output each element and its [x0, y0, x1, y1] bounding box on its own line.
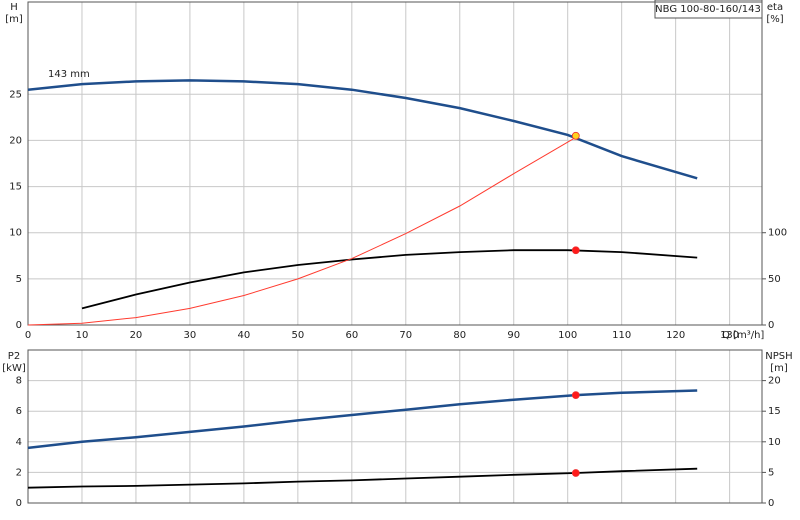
chart-title: NBG 100-80-160/143	[655, 4, 761, 15]
x-tick-label: 40	[238, 330, 251, 341]
y-tick-label: 8	[16, 376, 22, 387]
y2-tick-label: 20	[768, 376, 781, 387]
duty-point	[571, 469, 580, 477]
plot-frame	[27, 349, 763, 504]
x-tick-label: 0	[25, 330, 31, 341]
x-tick-label: 10	[76, 330, 89, 341]
y-tick-label: 25	[9, 89, 22, 100]
y-tick-label: 2	[16, 467, 22, 478]
x-tick-label: 20	[130, 330, 143, 341]
curve	[27, 135, 579, 326]
x-tick-label: 70	[399, 330, 412, 341]
y2-unit: [m]	[770, 363, 788, 374]
x-tick-label: 80	[453, 330, 466, 341]
x-tick-label: 120	[666, 330, 685, 341]
x-tick-label: 130	[720, 330, 739, 341]
y-tick-label: 20	[9, 135, 22, 146]
y-label: H	[10, 2, 18, 13]
x-tick-label: 30	[184, 330, 197, 341]
x-tick-label: 90	[507, 330, 520, 341]
y-tick-label: 0	[16, 320, 22, 331]
y-tick-label: 4	[16, 437, 22, 448]
y-tick-label: 0	[16, 498, 22, 509]
y2-tick-label: 10	[768, 437, 781, 448]
x-tick-label: 50	[291, 330, 304, 341]
duty-point	[571, 391, 580, 400]
y-unit: [m]	[5, 14, 23, 25]
y2-tick-label: 15	[768, 406, 781, 417]
x-tick-label: 100	[558, 330, 577, 341]
x-label: Q [m³/h]	[722, 330, 764, 341]
plot-frame	[27, 1, 763, 326]
y2-unit: [%]	[766, 14, 783, 25]
y2-tick-label: 5	[768, 467, 774, 478]
duty-point	[571, 131, 580, 140]
grid	[27, 2, 762, 504]
y2-label: eta	[767, 2, 783, 13]
y-unit: [kW]	[2, 363, 26, 374]
y-tick-label: 10	[9, 228, 22, 239]
y2-label: NPSH	[765, 351, 792, 362]
curve	[27, 467, 698, 489]
y-tick-label: 6	[16, 406, 22, 417]
duty-point	[571, 246, 580, 255]
y2-tick-label: 100	[768, 228, 787, 239]
annotation: 143 mm	[48, 69, 90, 80]
curve	[27, 79, 698, 180]
y2-tick-label: 0	[768, 320, 774, 331]
curve	[27, 389, 698, 450]
x-tick-label: 110	[612, 330, 631, 341]
y-tick-label: 5	[16, 274, 22, 285]
x-tick-label: 60	[345, 330, 358, 341]
y-tick-label: 15	[9, 182, 22, 193]
y2-tick-label: 0	[768, 498, 774, 509]
y-label: P2	[8, 351, 20, 362]
y2-tick-label: 50	[768, 274, 781, 285]
